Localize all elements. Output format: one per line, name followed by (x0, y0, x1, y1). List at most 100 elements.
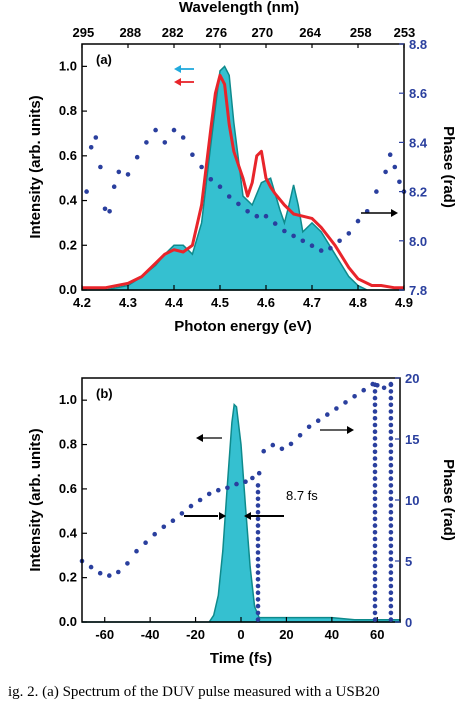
panel-a-top-tick-label: 282 (162, 25, 184, 40)
panel-b-phase-wrap (255, 483, 261, 622)
panel-b-phase-point (388, 577, 394, 582)
panel-b-phase-point (372, 509, 378, 515)
panel-b-phase-point (388, 617, 394, 622)
panel-b-phase-point (388, 597, 394, 602)
panel-b-phase-point (388, 530, 394, 535)
panel-a-phase-point (300, 238, 306, 244)
panel-a-x-tick-label: 4.9 (395, 295, 413, 310)
panel-b-phase-point (372, 577, 378, 582)
panel-a-phase-point (392, 164, 398, 170)
panel-b-phase-point (315, 418, 321, 424)
panel-b-phase-point (372, 556, 378, 562)
panel-b-phase-point (161, 524, 167, 530)
panel-a-phase-point (134, 154, 140, 160)
panel-b-phase-point (255, 483, 261, 488)
panel-b-phase-point (388, 422, 394, 428)
panel-b-spectrum-area (82, 403, 401, 623)
panel-b-phase-point (107, 573, 112, 578)
panel-b-phase-point (372, 516, 378, 522)
panel-a-phase-point (337, 238, 342, 244)
panel-b-phase-point (388, 436, 394, 441)
panel-b-phase-point (343, 400, 348, 405)
panel-b-phase-point (372, 603, 378, 609)
panel-a-phase-point (88, 145, 94, 150)
panel-b-phase-point (255, 536, 261, 542)
panel-b-y-tick-label: 0.4 (59, 525, 78, 540)
panel-b-phase-point (388, 543, 394, 549)
panel-b-phase-point (372, 597, 378, 602)
panel-b-phase-point (206, 491, 212, 497)
panel-b-phase-point (325, 412, 330, 417)
panel-b-y-tick-label: 0.0 (59, 614, 77, 629)
panel-a-y2-tick-label: 8.2 (409, 185, 427, 200)
panel-a-phase-point (383, 169, 388, 175)
panel-b-phase-point (255, 610, 261, 616)
panel-b-x-tick-label: 0 (237, 627, 244, 642)
panel-a-phase-point (107, 209, 112, 214)
panel-b-phase-point (388, 550, 394, 555)
panel-a-phase-point (263, 213, 269, 219)
panel-a-y-tick-label: 0.0 (59, 282, 77, 297)
panel-b-phase-point (372, 570, 378, 575)
panel-a-phase-point (387, 152, 393, 157)
panel-b-phase-point (152, 531, 157, 537)
panel-b-phase-point (255, 516, 261, 522)
panel-a-phase-point (190, 152, 195, 157)
panel-b-phase-point (372, 422, 378, 428)
panel-a-y-axis-title: Intensity (arb. units) (27, 95, 44, 238)
panel-a-phase-point (254, 213, 260, 219)
panel-b-phase-point (255, 583, 261, 589)
panel-b-phase-point (372, 503, 378, 508)
panel-b-y2-tick-label: 20 (405, 371, 419, 386)
panel-b-phase-point (225, 485, 230, 491)
panel-a-y2-tick-label: 8.4 (409, 135, 428, 150)
panel-b-phase-point (255, 603, 261, 609)
panel-b-x-tick-label: 60 (370, 627, 384, 642)
panel-b-phase-point (388, 610, 394, 616)
panel-b-phase-point (381, 385, 387, 391)
panel-a-phase-point (180, 135, 186, 140)
panel-b-phase-point (388, 462, 394, 468)
figure-caption: ig. 2. (a) Spectrum of the DUV pulse mea… (8, 684, 380, 700)
panel-a-x-tick-label: 4.7 (303, 295, 321, 310)
panel-b-phase-point (388, 409, 394, 414)
panel-b-phase-point (288, 441, 294, 447)
panel-b-y-tick-label: 1.0 (59, 392, 77, 407)
panel-b-y2-tick-label: 15 (405, 432, 419, 447)
panel-b-phase-point (372, 429, 378, 435)
panel-b-phase-point (372, 389, 378, 394)
panel-b-phase-point (372, 610, 378, 616)
panel-b-phase-point (388, 483, 394, 488)
panel-b-phase-point (216, 487, 221, 493)
panel-b-phase-point (361, 387, 367, 393)
panel-a-top-tick-label: 288 (119, 25, 141, 40)
panel-a-x-tick-label: 4.2 (73, 295, 91, 310)
panel-b-phase-point (372, 617, 378, 622)
panel-b-phase-point (388, 570, 394, 575)
panel-b-phase-point (97, 570, 103, 576)
panel-a-phase-point (282, 228, 287, 234)
panel-b-phase-point (388, 603, 394, 609)
panel-a-y-tick-label: 0.6 (59, 148, 77, 163)
panel-a-x-axis-title: Photon energy (eV) (174, 318, 312, 335)
panel-a-phase-point (111, 184, 117, 189)
panel-b-phase-point (372, 536, 378, 542)
panel-b-phase-point (372, 436, 378, 441)
panel-a-y2-tick-label: 8.6 (409, 86, 427, 101)
panel-a-phase-point (309, 243, 315, 248)
panel-b-phase-point (372, 449, 378, 455)
panel-b-phase-point (179, 511, 185, 516)
panel-a-x-tick-label: 4.6 (257, 295, 275, 310)
panel-b-phase-point (125, 561, 130, 566)
panel-b-phase-point (372, 409, 378, 414)
panel-a-phase-point (226, 194, 232, 199)
panel-b-phase-point (388, 590, 394, 595)
panel-a-spectrum-area (82, 65, 404, 291)
panel-a-phase-point (328, 245, 333, 251)
panel-a-phase-point (153, 127, 158, 133)
panel-a-y2-axis-title: Phase (rad) (440, 126, 457, 208)
panel-b-phase-point (256, 470, 262, 476)
panel-a-phase-point (116, 169, 122, 175)
panel-b-y2-tick-label: 10 (405, 493, 419, 508)
